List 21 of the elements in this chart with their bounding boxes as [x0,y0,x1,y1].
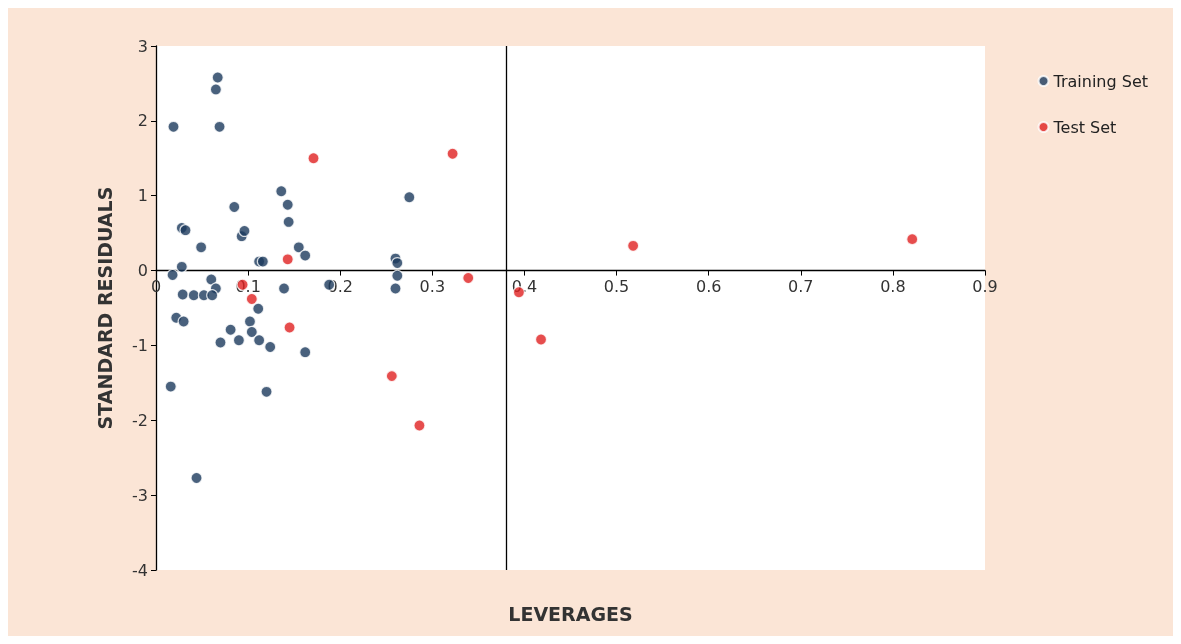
y-tick-label: -2 [132,410,148,430]
y-tick-label: 0 [137,261,148,281]
x-tick-label: 0.4 [511,277,538,297]
x-tick-label: 0.2 [327,277,353,297]
x-tick-label: 0.5 [603,277,630,297]
y-tick-label: 2 [137,111,148,131]
y-tick-label: -3 [132,485,148,505]
y-axis-title: STANDARD RESIDUALS [93,186,116,430]
y-tick-label: -1 [132,335,148,355]
x-tick-label: 0.9 [972,277,998,297]
x-axis-title: LEVERAGES [508,602,633,625]
y-tick-label: 1 [137,186,148,206]
x-tick-label: 0.8 [880,277,906,297]
y-tick-label: -4 [132,560,148,580]
legend-label: Training Set [1052,71,1149,91]
legend-label: Test Set [1052,117,1117,137]
x-tick-label: 0.6 [695,277,722,297]
y-tick-label: 3 [137,36,148,56]
x-tick-label: 0.7 [788,277,814,297]
x-tick-label: 0.3 [419,277,446,297]
x-tick-label: 0.1 [235,277,261,297]
